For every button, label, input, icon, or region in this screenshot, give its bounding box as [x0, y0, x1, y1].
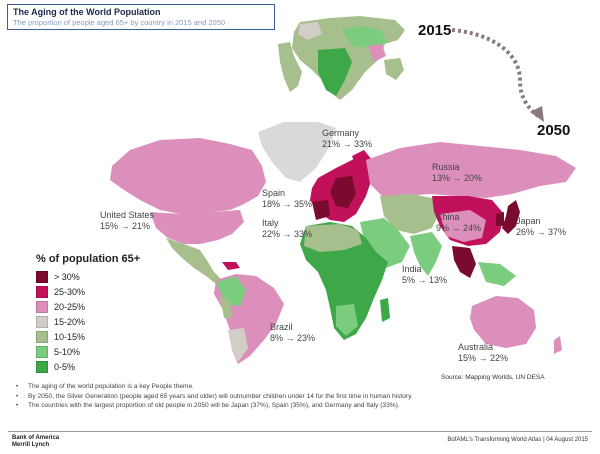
- legend-row: 25-30%: [36, 284, 140, 299]
- legend-row: 15-20%: [36, 314, 140, 329]
- label-germany-values: 21% → 33%: [322, 139, 373, 149]
- legend-row: 5-10%: [36, 344, 140, 359]
- label-australia: Australia 15% → 22%: [458, 342, 508, 364]
- brand-logo-line1: Bank of America: [12, 435, 60, 441]
- legend-label: 25-30%: [54, 286, 86, 297]
- label-united-states: United States 15% → 21%: [100, 210, 154, 232]
- year-from: 2015: [418, 22, 452, 39]
- label-russia-name: Russia: [432, 162, 460, 172]
- australia: [470, 296, 536, 348]
- label-india-name: India: [402, 264, 422, 274]
- legend-row: 0-5%: [36, 359, 140, 374]
- legend-row: 20-25%: [36, 299, 140, 314]
- label-japan-values: 26% → 37%: [516, 227, 567, 237]
- central-asia: [380, 194, 440, 234]
- label-italy-name: Italy: [262, 218, 279, 228]
- legend-label: 5-10%: [54, 346, 81, 357]
- label-germany: Germany 21% → 33%: [322, 128, 372, 150]
- legend-swatch: [36, 270, 48, 283]
- legend-title: % of population 65+: [36, 253, 141, 265]
- inset-map-2015: [278, 16, 405, 100]
- label-italy-values: 22% → 33%: [262, 229, 313, 239]
- greenland: [258, 122, 336, 182]
- mexico-central-america: [166, 238, 222, 284]
- label-spain: Spain 18% → 35%: [262, 188, 312, 210]
- label-brazil: Brazil 8% → 23%: [270, 322, 315, 344]
- label-germany-name: Germany: [322, 128, 360, 138]
- label-russia: Russia 13% → 20%: [432, 162, 482, 184]
- footer-text: BofAML's Transforming World Atlas | 04 A…: [447, 437, 588, 443]
- time-arrow: [451, 28, 544, 122]
- legend-swatch: [36, 285, 48, 298]
- label-china-name: China: [436, 212, 460, 222]
- source-note: Source: Mapping Worlds, UN DESA: [441, 374, 545, 381]
- title-box: The Aging of the World Population The pr…: [7, 4, 275, 30]
- label-australia-values: 15% → 22%: [458, 353, 509, 363]
- label-japan-name: Japan: [516, 216, 541, 226]
- legend: % of population 65+ > 30% 25-30% 20-25% …: [36, 253, 140, 374]
- united-states: [150, 210, 244, 244]
- legend-label: 0-5%: [54, 361, 76, 372]
- label-italy: Italy 22% → 33%: [262, 218, 312, 240]
- bullet-list: The aging of the world population is a k…: [14, 382, 574, 411]
- label-brazil-values: 8% → 23%: [270, 333, 316, 343]
- bullet-item: By 2050, the Silver Generation (people a…: [14, 392, 574, 402]
- bullet-item: The countries with the largest proportio…: [14, 401, 574, 411]
- russia: [366, 142, 576, 198]
- india: [410, 232, 442, 276]
- footer-divider: [8, 431, 592, 432]
- label-united-states-name: United States: [100, 210, 155, 220]
- legend-label: 10-15%: [54, 331, 86, 342]
- legend-swatch: [36, 330, 48, 343]
- label-spain-name: Spain: [262, 188, 286, 198]
- world-map: [110, 16, 576, 364]
- southeast-asia: [452, 246, 476, 278]
- label-india-values: 5% → 13%: [402, 275, 448, 285]
- label-russia-values: 13% → 20%: [432, 173, 483, 183]
- legend-label: 15-20%: [54, 316, 86, 327]
- legend-row: > 30%: [36, 269, 140, 284]
- year-to: 2050: [537, 122, 571, 139]
- label-china-values: 9% → 24%: [436, 223, 482, 233]
- brand-logo: Bank of America Merrill Lynch: [12, 435, 59, 449]
- page-title: The Aging of the World Population: [13, 7, 161, 17]
- legend-swatch: [36, 345, 48, 358]
- label-australia-name: Australia: [458, 342, 494, 352]
- label-brazil-name: Brazil: [270, 322, 293, 332]
- label-india: India 5% → 13%: [402, 264, 447, 286]
- north-america: [110, 138, 266, 214]
- japan: [502, 200, 520, 234]
- label-japan: Japan 26% → 37%: [516, 216, 566, 238]
- bullet-item: The aging of the world population is a k…: [14, 382, 574, 392]
- label-china: China 9% → 24%: [436, 212, 481, 234]
- legend-label: > 30%: [54, 271, 80, 282]
- legend-swatch: [36, 300, 48, 313]
- label-spain-values: 18% → 35%: [262, 199, 313, 209]
- legend-swatch: [36, 360, 48, 373]
- page-subtitle: The proportion of people aged 65+ by cou…: [13, 18, 226, 27]
- brand-logo-line2: Merrill Lynch: [12, 442, 50, 448]
- legend-label: 20-25%: [54, 301, 86, 312]
- legend-swatch: [36, 315, 48, 328]
- legend-row: 10-15%: [36, 329, 140, 344]
- label-united-states-values: 15% → 21%: [100, 221, 151, 231]
